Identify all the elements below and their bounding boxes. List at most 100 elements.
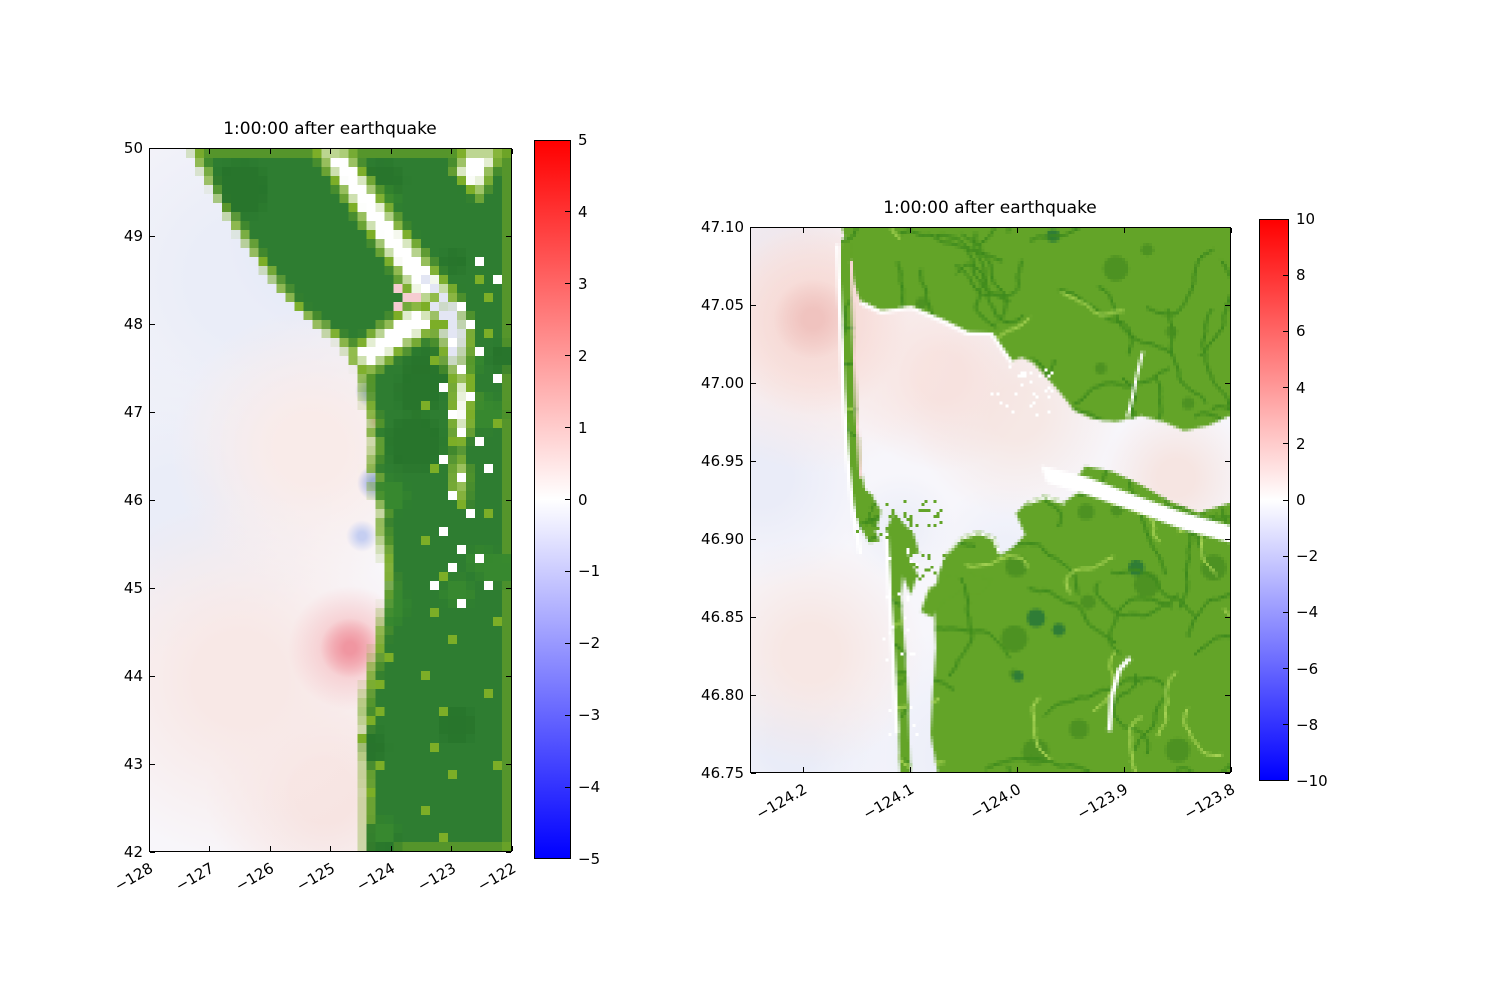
colorbar-tick-mark	[565, 427, 570, 429]
y-tick-label: 46.80	[701, 686, 744, 704]
y-tick-label: 46.75	[701, 764, 744, 782]
y-tick-mark	[506, 499, 511, 501]
colorbar-tick-label: 0	[578, 490, 588, 509]
y-tick-mark	[751, 460, 756, 462]
y-tick-mark	[751, 616, 756, 618]
colorbar-tick-mark	[565, 642, 570, 644]
y-tick-label: 46	[123, 491, 143, 509]
colorbar-tick-label: 0	[1296, 491, 1306, 509]
colorbar-tick-label: −10	[1296, 772, 1328, 790]
x-tick-mark	[451, 846, 452, 851]
colorbar-tick-mark	[1283, 443, 1288, 445]
colorbar-tick-mark	[565, 499, 570, 500]
x-tick-label: −124.2	[717, 780, 810, 823]
colorbar-tick-label: −6	[1296, 659, 1319, 678]
y-tick-mark	[506, 411, 511, 413]
x-tick-mark	[269, 846, 271, 851]
y-tick-mark	[751, 694, 756, 696]
x-tick-mark	[511, 846, 513, 851]
x-tick-mark	[330, 846, 331, 851]
y-tick-mark	[751, 382, 756, 384]
y-tick-mark	[1225, 226, 1230, 228]
y-tick-label: 47	[123, 403, 143, 421]
x-tick-mark	[451, 149, 452, 154]
colorbar-tick-label: −4	[578, 778, 601, 797]
x-tick-mark	[1123, 767, 1125, 772]
y-tick-mark	[1225, 616, 1230, 618]
left-plot-title: 1:00:00 after earthquake	[223, 119, 437, 139]
colorbar-tick-mark	[565, 211, 570, 213]
x-tick-label-text: −122	[474, 859, 519, 896]
colorbar-tick-label: 2	[578, 346, 588, 365]
x-tick-mark	[148, 149, 150, 154]
colorbar-tick-label: −2	[578, 634, 601, 653]
colorbar-tick-mark	[565, 283, 570, 285]
y-tick-mark	[506, 587, 511, 589]
y-tick-label: 43	[123, 755, 143, 773]
colorbar-tick-label: 2	[1296, 434, 1306, 453]
y-tick-label: 47.00	[701, 374, 744, 392]
x-tick-label-text: −124.2	[753, 780, 811, 824]
y-tick-mark	[506, 147, 511, 149]
y-tick-label: 46.85	[701, 608, 744, 626]
colorbar-tick-label: −3	[578, 706, 601, 725]
colorbar-tick-label: −4	[1296, 603, 1319, 622]
colorbar-tick-label: 1	[578, 418, 588, 437]
right-map-axes	[750, 227, 1231, 773]
y-tick-mark	[1225, 694, 1230, 696]
x-tick-mark	[511, 149, 513, 154]
colorbar-tick-label: −1	[578, 562, 601, 581]
y-tick-mark	[506, 675, 511, 677]
x-tick-mark	[802, 228, 804, 233]
y-tick-mark	[150, 851, 155, 853]
x-tick-mark	[330, 149, 331, 154]
colorbar-tick-mark	[1283, 668, 1288, 670]
y-tick-mark	[150, 147, 155, 149]
y-tick-mark	[1225, 460, 1230, 462]
colorbar-tick-mark	[1283, 611, 1288, 613]
y-tick-mark	[150, 411, 155, 413]
x-tick-mark	[1123, 228, 1125, 233]
x-tick-mark	[148, 846, 150, 851]
colorbar-tick-mark	[1283, 330, 1288, 332]
y-tick-mark	[150, 235, 155, 237]
x-tick-label: −123.9	[1038, 780, 1131, 823]
y-tick-mark	[150, 763, 155, 765]
y-tick-mark	[751, 304, 756, 306]
left-map-axes	[149, 148, 512, 852]
y-tick-mark	[150, 587, 155, 589]
x-tick-label-text: −124.1	[860, 780, 918, 824]
colorbar-tick-label: 8	[1296, 266, 1306, 285]
x-tick-mark	[209, 149, 210, 154]
x-tick-mark	[909, 228, 911, 233]
y-tick-label: 45	[123, 579, 143, 597]
left-map-land-raster	[150, 149, 511, 851]
colorbar-tick-label: −2	[1296, 547, 1319, 566]
y-tick-label: 49	[123, 227, 143, 245]
y-tick-label: 46.90	[701, 530, 744, 548]
x-tick-mark	[909, 767, 911, 772]
x-tick-label-text: −124.0	[967, 780, 1025, 824]
colorbar-tick-mark	[1283, 274, 1288, 276]
colorbar-tick-label: 4	[1296, 378, 1306, 397]
y-tick-label: 50	[123, 139, 143, 157]
x-tick-label: −124.1	[824, 780, 917, 823]
y-tick-mark	[1225, 538, 1230, 540]
colorbar-tick-label: −5	[578, 850, 601, 868]
colorbar-tick-label: 6	[1296, 322, 1306, 341]
y-tick-label: 47.05	[701, 296, 744, 314]
right-plot-title: 1:00:00 after earthquake	[883, 198, 1097, 218]
colorbar-tick-mark	[565, 570, 570, 572]
y-tick-mark	[1225, 382, 1230, 384]
x-tick-mark	[1016, 228, 1018, 233]
colorbar-tick-mark	[565, 786, 570, 788]
y-tick-label: 46.95	[701, 452, 744, 470]
y-tick-mark	[506, 235, 511, 237]
x-tick-label: −122	[426, 859, 519, 895]
x-tick-mark	[802, 767, 804, 772]
y-tick-mark	[150, 323, 155, 325]
colorbar-tick-mark	[565, 714, 570, 716]
left-colorbar	[534, 140, 571, 859]
x-tick-mark	[269, 149, 271, 154]
